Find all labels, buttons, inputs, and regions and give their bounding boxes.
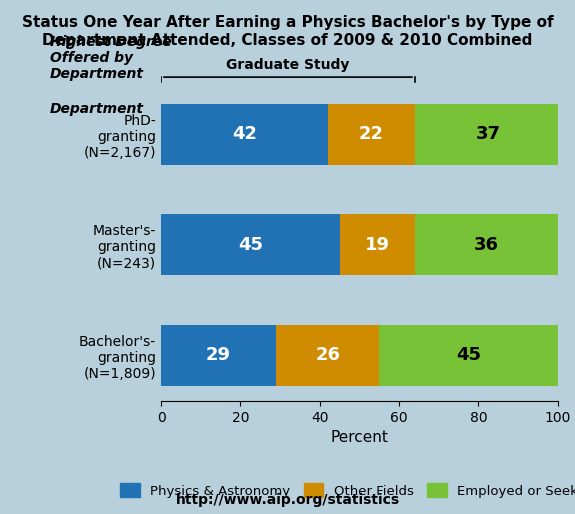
Text: Graduate Study: Graduate Study [227,58,350,71]
Bar [380,325,558,386]
Bar [339,214,415,275]
Text: 29: 29 [206,346,231,364]
Text: 22: 22 [359,125,384,143]
Bar [161,214,339,275]
Text: http://www.aip.org/statistics: http://www.aip.org/statistics [175,493,400,507]
Text: Status One Year After Earning a Physics Bachelor's by Type of
Department Attende: Status One Year After Earning a Physics … [22,15,553,48]
Bar [276,325,380,386]
Bar [415,104,562,165]
Text: Department: Department [50,102,144,116]
Bar [161,325,276,386]
Legend: Physics & Astronomy, Other Fields, Employed or Seeking: Physics & Astronomy, Other Fields, Emplo… [114,478,575,503]
Text: 19: 19 [365,236,390,254]
Bar [328,104,415,165]
Text: 45: 45 [238,236,263,254]
X-axis label: Percent: Percent [331,430,388,445]
Text: 26: 26 [315,346,340,364]
Bar [161,104,328,165]
Text: 42: 42 [232,125,257,143]
Text: 37: 37 [476,125,501,143]
Text: 45: 45 [456,346,481,364]
Bar [415,214,558,275]
Text: Highest Degree
Offered by
Department: Highest Degree Offered by Department [50,34,171,81]
Text: 36: 36 [474,236,499,254]
